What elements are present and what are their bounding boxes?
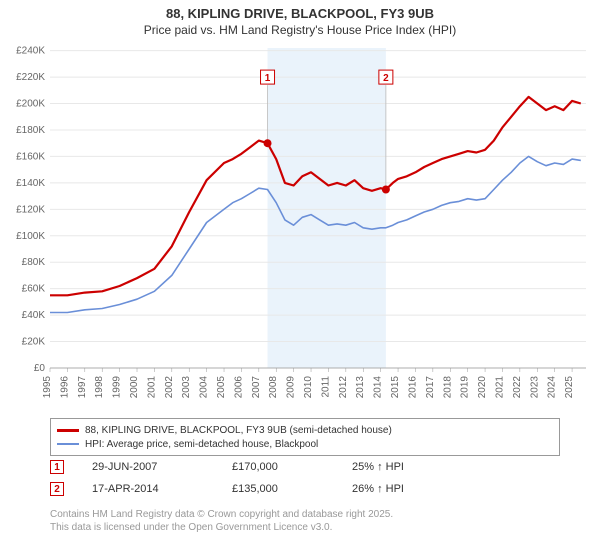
svg-text:2021: 2021 bbox=[494, 376, 505, 399]
svg-text:1: 1 bbox=[265, 73, 271, 84]
legend-swatch-blue bbox=[57, 443, 79, 445]
svg-text:2010: 2010 bbox=[303, 376, 314, 399]
svg-text:2022: 2022 bbox=[512, 376, 523, 399]
svg-text:2024: 2024 bbox=[547, 376, 558, 399]
svg-text:£80K: £80K bbox=[22, 257, 46, 268]
svg-text:2013: 2013 bbox=[355, 376, 366, 399]
svg-text:2017: 2017 bbox=[425, 376, 436, 399]
svg-text:2009: 2009 bbox=[286, 376, 297, 399]
svg-text:2020: 2020 bbox=[477, 376, 488, 399]
legend-box: 88, KIPLING DRIVE, BLACKPOOL, FY3 9UB (s… bbox=[50, 418, 560, 456]
svg-text:2019: 2019 bbox=[460, 376, 471, 399]
svg-text:2006: 2006 bbox=[233, 376, 244, 399]
marker-date-1: 29-JUN-2007 bbox=[92, 461, 232, 473]
svg-text:1997: 1997 bbox=[77, 376, 88, 399]
svg-text:2011: 2011 bbox=[320, 376, 331, 398]
svg-text:2018: 2018 bbox=[442, 376, 453, 399]
svg-text:£60K: £60K bbox=[22, 284, 46, 295]
svg-text:2025: 2025 bbox=[564, 376, 575, 399]
chart-title-line2: Price paid vs. HM Land Registry's House … bbox=[0, 23, 600, 37]
legend-label-hpi: HPI: Average price, semi-detached house,… bbox=[85, 439, 318, 450]
svg-text:£160K: £160K bbox=[16, 151, 45, 162]
svg-text:2008: 2008 bbox=[268, 376, 279, 399]
svg-text:2016: 2016 bbox=[407, 376, 418, 399]
legend-row-price-paid: 88, KIPLING DRIVE, BLACKPOOL, FY3 9UB (s… bbox=[57, 423, 553, 437]
footer-line2: This data is licensed under the Open Gov… bbox=[50, 521, 560, 534]
footer-attribution: Contains HM Land Registry data © Crown c… bbox=[50, 508, 560, 534]
svg-text:2003: 2003 bbox=[181, 376, 192, 399]
marker-badge-1: 1 bbox=[50, 460, 64, 474]
marker-date-2: 17-APR-2014 bbox=[92, 483, 232, 495]
footer-line1: Contains HM Land Registry data © Crown c… bbox=[50, 508, 560, 521]
marker-delta-1: 25% ↑ HPI bbox=[352, 461, 560, 473]
marker-row-2: 2 17-APR-2014 £135,000 26% ↑ HPI bbox=[50, 478, 560, 500]
legend-swatch-red bbox=[57, 429, 79, 432]
svg-text:2005: 2005 bbox=[216, 376, 227, 399]
svg-text:£120K: £120K bbox=[16, 204, 45, 215]
marker-price-1: £170,000 bbox=[232, 461, 352, 473]
svg-text:2: 2 bbox=[383, 73, 389, 84]
legend-label-price-paid: 88, KIPLING DRIVE, BLACKPOOL, FY3 9UB (s… bbox=[85, 425, 392, 436]
svg-text:2002: 2002 bbox=[164, 376, 175, 399]
svg-text:£180K: £180K bbox=[16, 125, 45, 136]
svg-text:2000: 2000 bbox=[129, 376, 140, 399]
svg-text:£0: £0 bbox=[34, 363, 46, 374]
svg-text:£100K: £100K bbox=[16, 231, 45, 242]
marker-badge-2: 2 bbox=[50, 482, 64, 496]
svg-text:2007: 2007 bbox=[251, 376, 262, 399]
svg-text:£240K: £240K bbox=[16, 46, 45, 57]
svg-text:2015: 2015 bbox=[390, 376, 401, 399]
chart-title-line1: 88, KIPLING DRIVE, BLACKPOOL, FY3 9UB bbox=[0, 6, 600, 21]
svg-text:1999: 1999 bbox=[112, 376, 123, 399]
svg-text:£200K: £200K bbox=[16, 99, 45, 110]
svg-text:1998: 1998 bbox=[94, 376, 105, 399]
svg-text:2001: 2001 bbox=[146, 376, 157, 399]
chart-plot: £0 £20K £40K £60K £80K £100K £120K £140K £160K £1… bbox=[0, 42, 600, 412]
title-block: 88, KIPLING DRIVE, BLACKPOOL, FY3 9UB Pr… bbox=[0, 0, 600, 37]
svg-text:2023: 2023 bbox=[529, 376, 540, 399]
marker-price-2: £135,000 bbox=[232, 483, 352, 495]
svg-text:1995: 1995 bbox=[42, 376, 53, 399]
svg-text:2012: 2012 bbox=[338, 376, 349, 399]
svg-text:1996: 1996 bbox=[59, 376, 70, 399]
marker-table: 1 29-JUN-2007 £170,000 25% ↑ HPI 2 17-AP… bbox=[50, 456, 560, 500]
marker-delta-2: 26% ↑ HPI bbox=[352, 483, 560, 495]
svg-text:2014: 2014 bbox=[373, 376, 384, 399]
svg-text:£220K: £220K bbox=[16, 72, 45, 83]
legend-row-hpi: HPI: Average price, semi-detached house,… bbox=[57, 437, 553, 451]
svg-text:£40K: £40K bbox=[22, 310, 46, 321]
svg-text:2004: 2004 bbox=[199, 376, 210, 399]
chart-container: 88, KIPLING DRIVE, BLACKPOOL, FY3 9UB Pr… bbox=[0, 0, 600, 560]
svg-text:£140K: £140K bbox=[16, 178, 45, 189]
marker-row-1: 1 29-JUN-2007 £170,000 25% ↑ HPI bbox=[50, 456, 560, 478]
chart-svg: £0 £20K £40K £60K £80K £100K £120K £140K £160K £1… bbox=[0, 42, 600, 412]
svg-text:£20K: £20K bbox=[22, 337, 46, 348]
